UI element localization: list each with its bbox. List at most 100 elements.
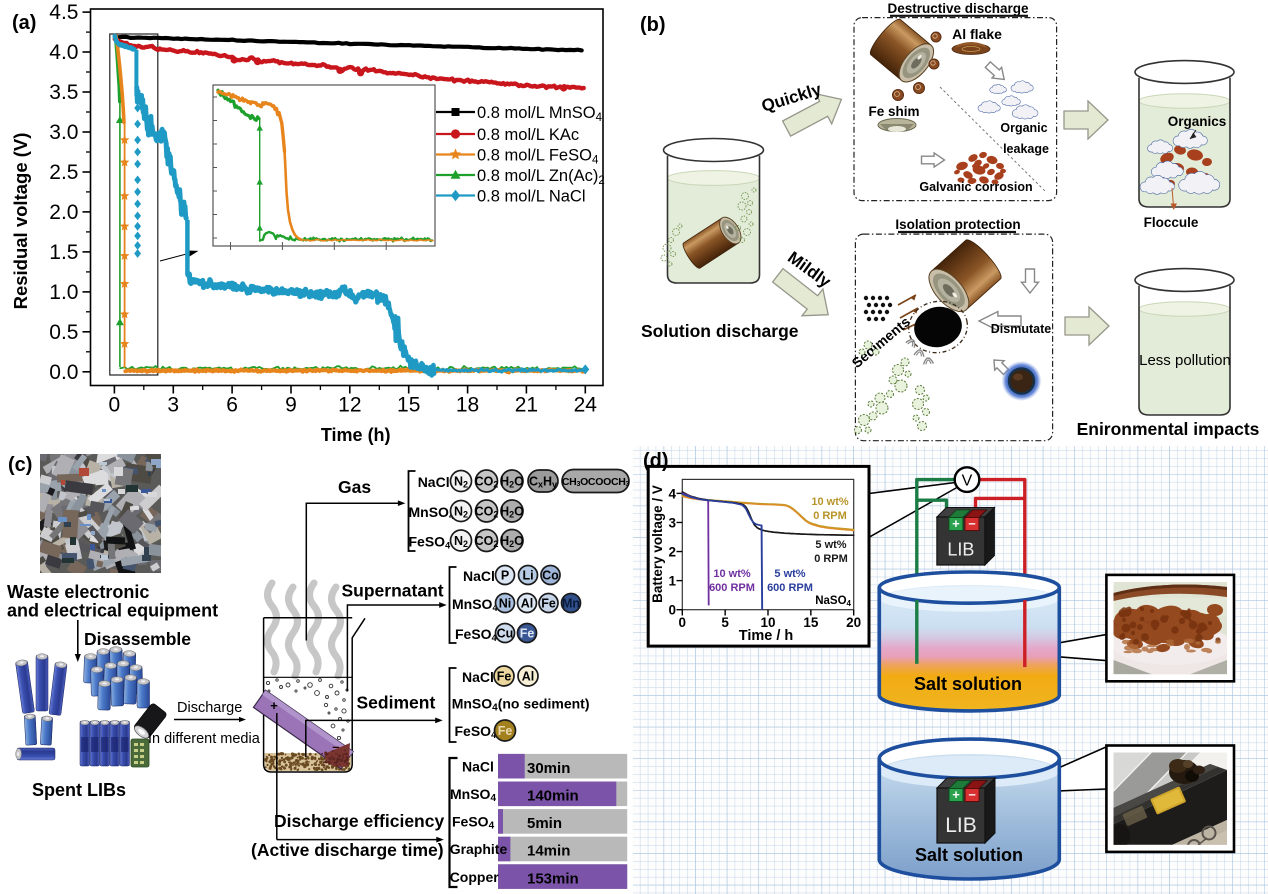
svg-text:Residual voltage (V): Residual voltage (V) xyxy=(10,133,31,310)
svg-text:Waste electronic: Waste electronic xyxy=(7,582,149,602)
svg-text:153min: 153min xyxy=(527,870,579,887)
svg-text:0: 0 xyxy=(109,394,121,417)
svg-text:10 wt%: 10 wt% xyxy=(811,496,849,508)
svg-text:Li: Li xyxy=(522,568,533,582)
svg-text:NaSO4: NaSO4 xyxy=(815,595,851,608)
svg-text:CxHy: CxHy xyxy=(529,475,557,490)
svg-text:1.0: 1.0 xyxy=(49,281,78,304)
svg-text:12: 12 xyxy=(338,394,361,417)
svg-text:3: 3 xyxy=(167,394,179,417)
svg-text:Fe: Fe xyxy=(520,626,535,640)
svg-text:Floccule: Floccule xyxy=(1144,215,1199,230)
svg-text:4: 4 xyxy=(668,486,676,501)
svg-text:Solution discharge: Solution discharge xyxy=(641,321,799,341)
svg-text:10: 10 xyxy=(760,615,775,630)
svg-text:0.8 mol/L Zn(Ac)2: 0.8 mol/L Zn(Ac)2 xyxy=(477,167,605,187)
svg-text:2: 2 xyxy=(668,545,676,560)
svg-text:Destructive discharge: Destructive discharge xyxy=(887,1,1029,16)
svg-text:Dismutate: Dismutate xyxy=(991,322,1051,336)
svg-text:LIB: LIB xyxy=(947,539,974,559)
svg-text:Sediment: Sediment xyxy=(357,693,436,713)
svg-text:Copper: Copper xyxy=(450,869,500,885)
svg-text:+: + xyxy=(952,516,960,531)
svg-text:0: 0 xyxy=(679,615,687,630)
svg-text:H2O: H2O xyxy=(500,534,524,549)
svg-text:(Active discharge time): (Active discharge time) xyxy=(251,840,444,860)
svg-text:5 wt%: 5 wt% xyxy=(774,568,805,580)
svg-text:1.5: 1.5 xyxy=(49,241,78,264)
svg-text:Graphite: Graphite xyxy=(450,841,508,857)
svg-text:Time / h: Time / h xyxy=(739,628,794,644)
svg-text:21: 21 xyxy=(515,394,538,417)
svg-text:600 RPM: 600 RPM xyxy=(767,582,813,594)
svg-text:and electrical equipment: and electrical equipment xyxy=(7,601,218,621)
svg-text:FeSO4: FeSO4 xyxy=(409,534,451,551)
svg-text:10 wt%: 10 wt% xyxy=(713,568,751,580)
svg-text:Salt solution: Salt solution xyxy=(914,674,1022,694)
svg-text:0 RPM: 0 RPM xyxy=(813,510,847,522)
svg-text:0.8 mol/L KAc: 0.8 mol/L KAc xyxy=(477,126,579,144)
svg-text:15: 15 xyxy=(803,615,819,630)
svg-text:Supernatant: Supernatant xyxy=(342,581,444,601)
svg-text:Less pollution: Less pollution xyxy=(1139,352,1231,369)
svg-text:Fe shim: Fe shim xyxy=(868,104,919,119)
svg-text:14min: 14min xyxy=(527,843,570,860)
svg-text:+: + xyxy=(270,698,278,713)
svg-text:(c): (c) xyxy=(8,454,32,476)
svg-text:Gas: Gas xyxy=(338,477,371,497)
svg-text:(b): (b) xyxy=(640,14,666,36)
svg-text:Al: Al xyxy=(521,596,534,610)
svg-text:Al flake: Al flake xyxy=(952,26,1002,42)
svg-text:NaCl: NaCl xyxy=(418,474,450,490)
svg-text:NaCl: NaCl xyxy=(462,758,494,774)
svg-text:Fe: Fe xyxy=(498,724,513,738)
svg-text:0.5: 0.5 xyxy=(49,321,78,344)
svg-text:–: – xyxy=(968,787,975,802)
svg-text:0.8 mol/L MnSO4: 0.8 mol/L MnSO4 xyxy=(477,104,603,124)
svg-text:Fe: Fe xyxy=(541,596,556,610)
svg-text:5 wt%: 5 wt% xyxy=(815,539,846,551)
svg-text:140min: 140min xyxy=(527,788,579,805)
svg-text:20: 20 xyxy=(846,615,861,630)
svg-text:Galvanic corrosion: Galvanic corrosion xyxy=(919,180,1032,194)
svg-text:MnSO4: MnSO4 xyxy=(409,504,454,521)
svg-text:CO2: CO2 xyxy=(475,504,499,519)
svg-text:NaCl: NaCl xyxy=(463,568,495,584)
svg-text:0.0: 0.0 xyxy=(49,361,78,384)
svg-text:H2O: H2O xyxy=(500,474,524,489)
svg-text:1: 1 xyxy=(668,574,676,589)
svg-text:2.0: 2.0 xyxy=(49,201,78,224)
svg-text:Al: Al xyxy=(522,669,535,683)
svg-text:Discharge: Discharge xyxy=(177,700,242,716)
svg-text:Isolation protection: Isolation protection xyxy=(895,217,1020,232)
svg-text:0 RPM: 0 RPM xyxy=(814,553,848,565)
svg-text:Disassemble: Disassemble xyxy=(84,629,191,649)
svg-text:Cu: Cu xyxy=(497,626,514,640)
svg-text:Mn: Mn xyxy=(562,596,580,610)
svg-text:leakage: leakage xyxy=(1003,142,1049,156)
svg-text:24: 24 xyxy=(574,394,598,417)
svg-text:Time (h): Time (h) xyxy=(321,425,391,445)
svg-text:CO2: CO2 xyxy=(475,534,499,549)
svg-text:MnSO4(no sediment): MnSO4(no sediment) xyxy=(452,696,590,714)
svg-text:2.5: 2.5 xyxy=(49,161,78,184)
svg-text:5: 5 xyxy=(721,615,729,630)
svg-text:MnSO4: MnSO4 xyxy=(452,596,497,613)
svg-text:FeSO4: FeSO4 xyxy=(452,814,495,832)
svg-text:CO2: CO2 xyxy=(475,474,499,489)
svg-text:–: – xyxy=(332,739,339,754)
svg-text:FeSO4: FeSO4 xyxy=(455,626,497,643)
svg-text:Battery voltage / V: Battery voltage / V xyxy=(650,485,665,603)
svg-text:(a): (a) xyxy=(12,12,36,34)
svg-text:Co: Co xyxy=(542,568,559,582)
svg-text:Fe: Fe xyxy=(497,669,512,683)
svg-text:P: P xyxy=(501,568,509,582)
svg-text:MnSO4: MnSO4 xyxy=(450,786,496,804)
svg-text:FeSO4: FeSO4 xyxy=(455,723,497,740)
svg-text:Organic: Organic xyxy=(1000,121,1047,135)
svg-text:4.5: 4.5 xyxy=(49,1,78,24)
svg-text:0.8 mol/L FeSO4: 0.8 mol/L FeSO4 xyxy=(477,147,599,167)
svg-text:9: 9 xyxy=(285,394,297,417)
svg-text:CH3OCOOCH3: CH3OCOOCH3 xyxy=(562,476,630,488)
svg-text:Discharge efficiency: Discharge efficiency xyxy=(274,811,444,831)
